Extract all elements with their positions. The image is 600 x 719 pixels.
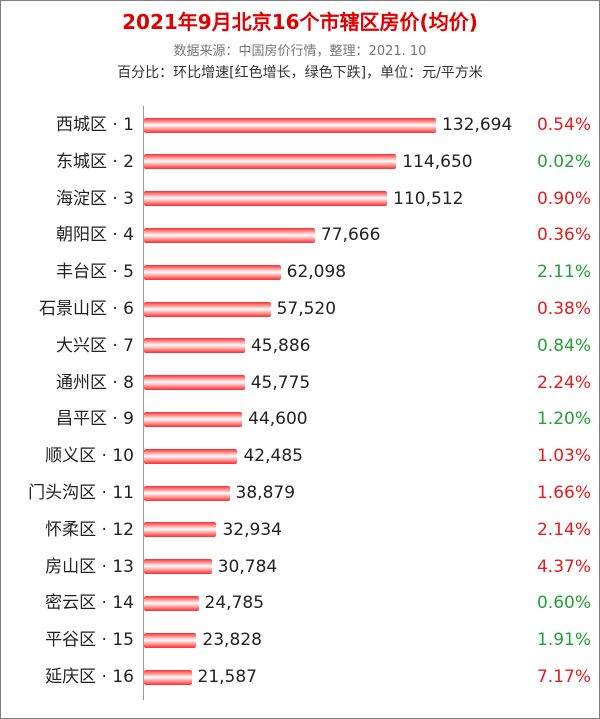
value-label: 45,775 xyxy=(250,372,311,393)
bar xyxy=(144,448,238,464)
value-label: 21,587 xyxy=(197,667,257,687)
category-label: 石景山区 · 6 xyxy=(38,299,134,319)
category-label: 海淀区 · 3 xyxy=(55,188,134,209)
category-label: 大兴区 · 7 xyxy=(55,335,134,356)
category-label: 丰台区 · 5 xyxy=(55,262,134,283)
data-source: 数据来源：中国房价行情，整理：2021. 10 xyxy=(173,44,427,59)
change-label: 2.11% xyxy=(536,262,591,283)
category-label: 顺义区 · 10 xyxy=(45,446,134,467)
change-label: 0.38% xyxy=(536,299,591,319)
bar xyxy=(144,411,243,427)
chart-note: 百分比：环比增速[红色增长，绿色下跌]，单位：元/平方米 xyxy=(117,65,483,81)
value-label: 30,784 xyxy=(217,556,278,577)
category-label: 西城区 · 1 xyxy=(55,115,134,135)
category-label: 密云区 · 14 xyxy=(45,593,134,614)
change-label: 2.14% xyxy=(536,519,591,540)
change-label: 0.36% xyxy=(536,225,591,246)
category-label: 平谷区 · 15 xyxy=(45,630,134,651)
value-label: 114,650 xyxy=(402,151,473,172)
value-label: 57,520 xyxy=(276,299,337,319)
bar xyxy=(144,117,436,133)
category-axis xyxy=(143,106,144,700)
change-label: 1.20% xyxy=(536,409,591,430)
bar xyxy=(144,301,271,317)
category-label: 怀柔区 · 12 xyxy=(45,519,134,540)
change-label: 1.91% xyxy=(536,630,591,651)
value-label: 45,886 xyxy=(250,335,311,356)
value-label: 110,512 xyxy=(393,188,464,209)
chart-title: 2021年9月北京16个市辖区房价(均价) xyxy=(122,10,478,34)
category-label: 东城区 · 2 xyxy=(55,151,134,172)
bar xyxy=(144,154,397,170)
value-label: 23,828 xyxy=(202,630,262,651)
value-label: 62,098 xyxy=(286,262,347,283)
change-label: 0.54% xyxy=(536,115,591,135)
bar xyxy=(144,595,199,611)
value-label: 132,694 xyxy=(442,115,513,135)
category-label: 昌平区 · 9 xyxy=(55,409,134,430)
bar xyxy=(144,264,281,280)
bar xyxy=(144,338,245,354)
category-label: 通州区 · 8 xyxy=(55,372,134,393)
bar xyxy=(144,669,192,685)
bar xyxy=(144,191,388,207)
value-label: 77,666 xyxy=(320,225,381,246)
category-label: 房山区 · 13 xyxy=(45,556,134,577)
change-label: 0.02% xyxy=(536,151,591,172)
change-label: 4.37% xyxy=(536,556,591,577)
bar xyxy=(144,632,197,648)
change-label: 0.90% xyxy=(536,188,591,209)
change-label: 7.17% xyxy=(536,667,591,687)
bar xyxy=(144,227,315,243)
category-label: 朝阳区 · 4 xyxy=(55,225,134,246)
value-label: 42,485 xyxy=(243,446,303,467)
change-label: 0.84% xyxy=(536,335,591,356)
bar xyxy=(144,522,217,538)
category-label: 延庆区 · 16 xyxy=(45,667,134,687)
value-label: 32,934 xyxy=(222,519,282,540)
bar xyxy=(144,485,230,501)
change-label: 1.03% xyxy=(536,446,591,467)
bar xyxy=(144,559,212,575)
change-label: 2.24% xyxy=(536,372,591,393)
bar xyxy=(144,375,245,391)
category-label: 门头沟区 · 11 xyxy=(28,483,134,503)
change-label: 1.66% xyxy=(536,483,591,503)
value-label: 24,785 xyxy=(204,593,265,614)
value-label: 38,879 xyxy=(235,483,296,503)
change-label: 0.60% xyxy=(536,593,591,614)
value-label: 44,600 xyxy=(248,409,308,430)
